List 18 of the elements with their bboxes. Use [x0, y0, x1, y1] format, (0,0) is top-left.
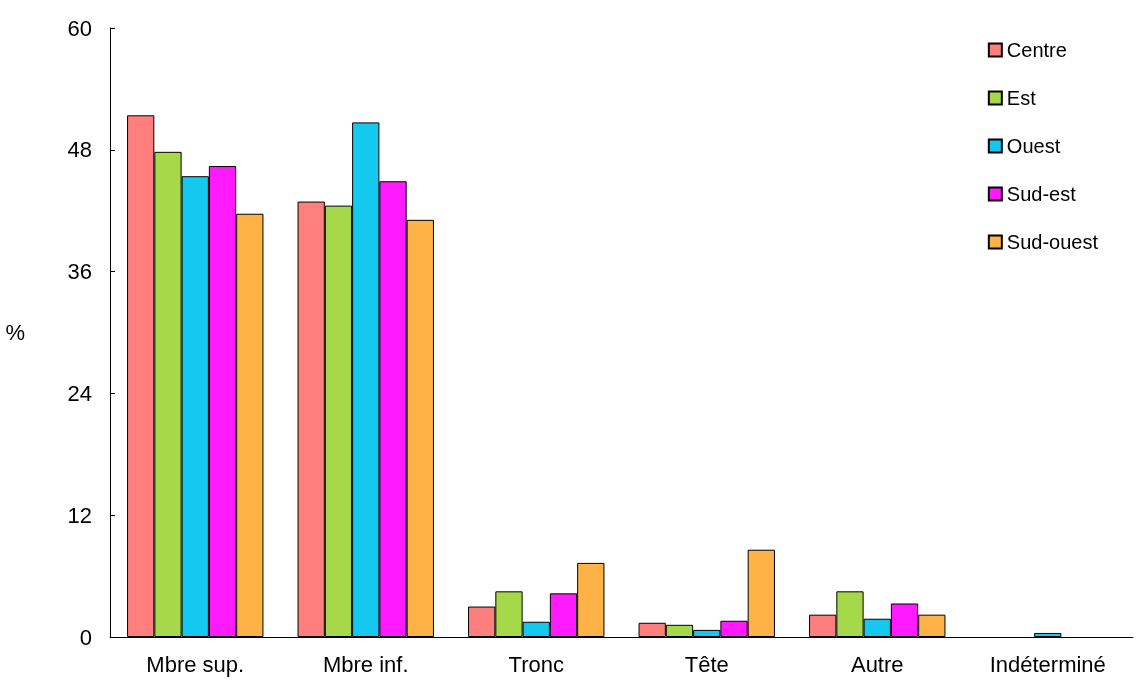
x-tick-label: Tête [684, 651, 729, 677]
legend-label: Ouest [1006, 135, 1061, 157]
y-tick-label: 24 [67, 380, 92, 406]
legend-label: Est [1006, 87, 1037, 109]
legend-label: Centre [1006, 39, 1067, 61]
x-tick-label: Indéterminé [989, 651, 1106, 677]
y-tick-label: 0 [79, 624, 92, 650]
x-tick-label: Tronc [508, 651, 564, 677]
y-tick-label: 60 [67, 15, 92, 41]
x-tick-label: Mbre sup. [146, 651, 245, 677]
y-tick-label: 48 [67, 137, 92, 163]
y-tick-label: 36 [67, 259, 92, 285]
x-tick-label: Mbre inf. [322, 651, 409, 677]
legend-label: Sud-est [1006, 183, 1077, 205]
x-tick-label: Autre [850, 651, 904, 677]
y-tick-label: 12 [67, 502, 92, 528]
y-axis-title: % [5, 320, 25, 345]
legend-label: Sud-ouest [1006, 231, 1099, 253]
